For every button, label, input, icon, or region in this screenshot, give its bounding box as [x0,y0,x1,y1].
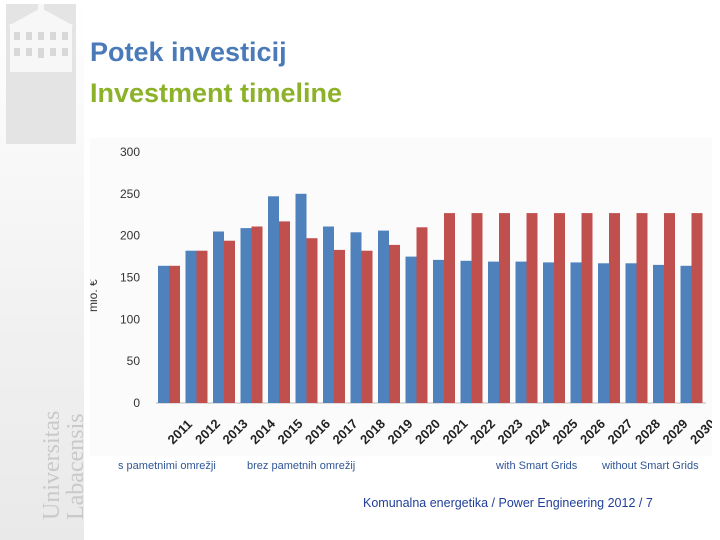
bar-series-2-2025 [554,213,565,403]
bar-series-1-2029 [653,264,664,403]
bar-series-2-2011 [169,265,180,403]
legend-item-with-smart-grids-en: with Smart Grids [496,460,578,472]
bar-series-2-2026 [581,213,593,403]
bar-series-2-2019 [389,244,400,403]
slide-title: Potek investicij [90,37,287,67]
bar-series-1-2012 [185,250,197,403]
bar-series-1-2020 [405,256,417,403]
bar-series-1-2021 [433,259,444,403]
bar-series-1-2028 [625,263,637,403]
bar-series-1-2022 [460,260,472,403]
university-text-1: Universitas [39,410,65,520]
legend-item-without-smart-grids-sl: brez pametnih omrežij [247,460,356,472]
bar-series-2-2013 [224,240,235,403]
university-building-icon [8,4,74,72]
bar-series-2-2022 [471,213,483,403]
bar-series-2-2016 [306,238,318,403]
bar-series-2-2018 [361,250,373,403]
bar-series-1-2025 [543,262,554,403]
legend-item-without-smart-grids-en: without Smart Grids [602,460,699,472]
bar-series-2-2021 [444,213,455,403]
bar-series-2-2024 [526,213,538,403]
bar-series-1-2017 [323,226,334,403]
bar-series-2-2029 [664,213,675,403]
bar-series-1-2011 [158,265,169,403]
bar-series-2-2012 [196,250,208,403]
legend-item-with-smart-grids-sl: s pametnimi omrežji [118,460,216,472]
bar-series-2-2023 [499,213,510,403]
y-tick-label: 150 [120,271,140,285]
y-tick-label: 250 [120,187,140,201]
y-tick-label: 100 [120,312,140,326]
bar-series-1-2013 [213,231,224,403]
bar-series-2-2027 [609,213,620,403]
footer-text: Komunalna energetika / Power Engineering… [363,496,653,510]
bar-series-2-2030 [691,213,703,403]
bar-series-2-2014 [251,226,263,403]
y-axis-label: mio. € [90,279,100,312]
bar-series-2-2015 [279,221,290,403]
bar-series-1-2018 [350,232,362,403]
sidebar: Universitas Labacensis [0,0,89,540]
bar-series-1-2014 [240,228,252,403]
y-tick-label: 300 [120,145,140,159]
bar-series-2-2020 [416,227,428,403]
bar-series-2-2028 [636,213,648,403]
bar-series-1-2015 [268,196,279,403]
y-tick-label: 50 [127,354,141,368]
bar-series-1-2023 [488,261,499,403]
bar-series-1-2016 [295,193,307,403]
bar-series-1-2019 [378,230,389,403]
university-text-2: Labacensis [63,413,89,520]
bar-series-1-2024 [515,261,527,403]
y-tick-label: 0 [133,396,140,410]
slide-subtitle: Investment timeline [90,78,343,108]
bar-series-2-2017 [334,249,345,403]
bar-series-1-2027 [598,263,609,403]
bar-series-1-2026 [570,262,582,403]
y-tick-label: 200 [120,229,140,243]
bar-series-1-2030 [680,265,692,403]
university-wordmark: Universitas Labacensis [39,410,89,520]
